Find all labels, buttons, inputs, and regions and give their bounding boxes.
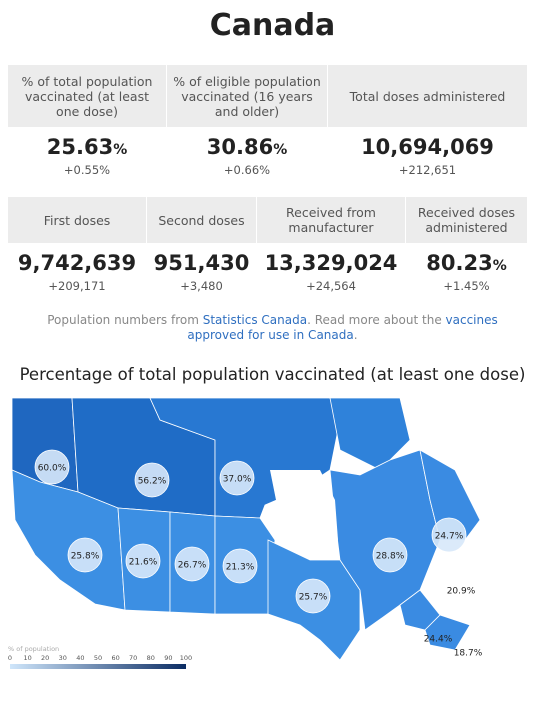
stat-label: Received doses administered: [406, 197, 527, 243]
region-label: 24.4%: [424, 635, 453, 645]
stat-value: 25.63%: [8, 135, 166, 159]
legend-tick: 20: [41, 654, 49, 662]
stat-card: Second doses 951,430 +3,480: [147, 197, 256, 300]
stat-change: +1.45%: [443, 279, 490, 293]
region-label: 24.7%: [435, 532, 464, 542]
region-bubble: [34, 449, 70, 485]
legend-tick: 40: [76, 654, 84, 662]
stat-label: Total doses administered: [328, 65, 527, 127]
region-label: 56.2%: [138, 477, 167, 487]
region-label: 25.7%: [299, 593, 328, 603]
stat-change: +212,651: [398, 163, 457, 177]
stat-change: +0.55%: [63, 163, 111, 177]
map: 60.0% 56.2% 37.0% 25.8% 21.6% 26.7% 21.3% 25.7%…: [8, 397, 483, 669]
legend-tick: 100: [180, 654, 192, 662]
stat-value: 9,742,639: [8, 251, 146, 275]
region-label: 21.3%: [226, 563, 255, 573]
stat-value: 951,430: [147, 251, 256, 275]
stat-number: 10,694,069: [361, 135, 494, 159]
stat-unit: %: [273, 142, 288, 158]
stat-change: +0.66%: [223, 163, 271, 177]
region-bubble: [431, 517, 467, 553]
region-bubble: [222, 548, 258, 584]
note-text: Population numbers from: [47, 313, 203, 327]
stat-unit: %: [113, 142, 128, 158]
legend-tick: 70: [129, 654, 137, 662]
stat-number: 951,430: [153, 251, 250, 275]
page-title: Canada: [209, 8, 336, 43]
province: [424, 614, 471, 651]
region-bubble: [219, 460, 255, 496]
region-label: 21.6%: [129, 558, 158, 568]
stat-label: % of total population vaccinated (at lea…: [8, 65, 166, 127]
stat-card: Received from manufacturer 13,329,024 +24,…: [257, 197, 405, 300]
legend-title: % of population: [8, 645, 59, 653]
water: [270, 470, 338, 555]
stat-label: Received from manufacturer: [257, 197, 405, 243]
legend-tick: 50: [94, 654, 102, 662]
legend-tick: 30: [59, 654, 67, 662]
region-bubble: [295, 578, 331, 614]
stat-change: +209,171: [48, 279, 106, 293]
region-bubble: [174, 546, 210, 582]
stat-label: Second doses: [147, 197, 256, 243]
stat-value: 80.23%: [406, 251, 527, 275]
stat-card: First doses 9,742,639 +209,171: [8, 197, 146, 300]
stat-change: +24,564: [306, 279, 356, 293]
stat-number: 25.63: [46, 135, 114, 159]
stat-value: 13,329,024: [257, 251, 405, 275]
stat-change: +3,480: [180, 279, 223, 293]
stat-card: % of total population vaccinated (at lea…: [8, 65, 166, 183]
province: [329, 397, 411, 471]
stat-card: % of eligible population vaccinated (16 …: [167, 65, 327, 183]
stat-card: Total doses administered 10,694,069 +212,6…: [328, 65, 527, 183]
region-label: 60.0%: [38, 464, 67, 474]
region-label: 26.7%: [178, 561, 207, 571]
stat-card: Received doses administered 80.23% +1.45%: [406, 197, 527, 300]
legend-tick: 80: [147, 654, 155, 662]
note-text: .: [353, 328, 358, 342]
stat-value: 30.86%: [167, 135, 327, 159]
note-text: . Read more about the: [307, 313, 446, 327]
stat-number: 30.86: [206, 135, 274, 159]
legend-tick: 10: [23, 654, 31, 662]
legend-tick: 60: [111, 654, 119, 662]
stat-value: 10,694,069: [328, 135, 527, 159]
stat-number: 80.23: [426, 251, 493, 275]
stat-label: % of eligible population vaccinated (16 …: [167, 65, 327, 127]
stat-unit: %: [492, 258, 507, 274]
link[interactable]: Statistics Canada: [202, 313, 308, 327]
region-label: 37.0%: [223, 475, 252, 485]
legend-tick: 90: [164, 654, 172, 662]
region-bubble: [134, 462, 170, 498]
stat-number: 13,329,024: [264, 251, 398, 275]
province: [11, 469, 126, 611]
source-note: Population numbers from Statistics Canad…: [30, 313, 515, 343]
region-label: 20.9%: [447, 587, 476, 597]
region-label: 18.7%: [454, 649, 483, 659]
legend-tick: 0: [8, 654, 12, 662]
link[interactable]: vaccines approved for use in Canada: [187, 313, 498, 342]
region-label: 28.8%: [376, 552, 405, 562]
stat-number: 9,742,639: [17, 251, 137, 275]
region-label: 25.8%: [71, 552, 100, 562]
region-bubble: [372, 537, 408, 573]
stat-label: First doses: [8, 197, 146, 243]
map-title: Percentage of total population vaccinate…: [19, 365, 526, 384]
region-bubble: [125, 543, 161, 579]
region-bubble: [67, 537, 103, 573]
legend-bar: [10, 664, 186, 669]
